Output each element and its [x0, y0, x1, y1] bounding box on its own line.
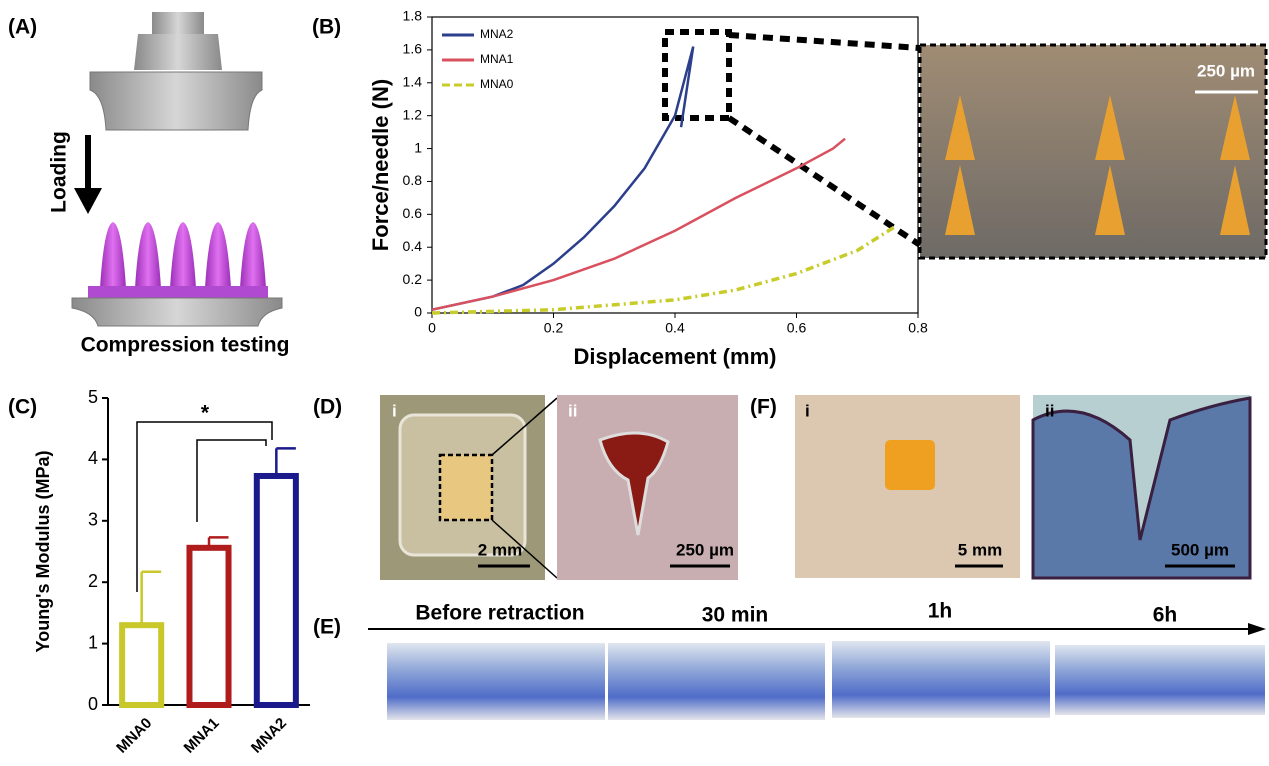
scale-bar: 2 mm [478, 540, 522, 559]
y-tick-label: 1 [414, 139, 422, 155]
bar [257, 476, 296, 705]
x-tick-label: 0.8 [908, 320, 928, 336]
panel-e: (E) Before retraction 30 min 1h 6h [313, 600, 1266, 720]
y-tick-label: 1.2 [403, 106, 423, 122]
panel-label: (D) [313, 396, 342, 419]
x-tick-label: 0 [428, 320, 436, 336]
arrow-head [74, 188, 102, 214]
significance: * [201, 402, 210, 425]
x-axis-label: Displacement (mm) [574, 344, 777, 369]
needle-base [88, 286, 268, 298]
zoom-image: 250 µm [920, 45, 1266, 258]
x-tick-label: MNA0 [113, 715, 155, 757]
time-label: 6h [1153, 604, 1178, 627]
arrow-head [1248, 623, 1266, 635]
sub-label: ii [568, 401, 577, 420]
x-tick-label: 0.2 [544, 320, 564, 336]
sub-label: i [392, 401, 397, 420]
time-label: 30 min [702, 604, 769, 627]
y-axis-label: Young's Modulus (MPa) [33, 451, 53, 653]
photo [608, 643, 825, 720]
legend-label: MNA1 [480, 52, 514, 66]
panel-f: (F) i 5 mm ii 500 µm [750, 395, 1250, 578]
base-plate [72, 298, 282, 326]
sub-label: ii [1045, 401, 1054, 420]
y-tick-label: 0.8 [403, 172, 423, 188]
x-tick-label: MNA2 [248, 715, 290, 757]
figure: (A) Loading Compression testing (B) 250 … [0, 0, 1269, 766]
y-tick-label: 1.6 [403, 41, 423, 57]
bar [189, 548, 228, 705]
zoom-box [665, 32, 729, 118]
press-body [134, 34, 222, 70]
y-tick-label: 3 [88, 510, 98, 530]
panel-d: (D) i 2 mm ii 250 µm [313, 395, 738, 580]
y-tick-label: 0 [88, 694, 98, 714]
scale-bar: 250 µm [676, 540, 734, 559]
legend-label: MNA2 [480, 27, 514, 41]
scale-bar: 5 mm [958, 540, 1002, 559]
panel-label: (F) [750, 396, 777, 419]
y-tick-label: 1.4 [403, 73, 423, 89]
y-tick-label: 1.8 [403, 8, 423, 24]
y-tick-label: 1 [88, 632, 98, 652]
y-tick-label: 2 [88, 571, 98, 591]
arrow-text: Loading [48, 131, 71, 213]
panel-label: (A) [8, 16, 37, 39]
panel-a: (A) Loading Compression testing [8, 12, 289, 357]
y-tick-label: 0.6 [403, 205, 423, 221]
y-tick-label: 5 [88, 387, 98, 407]
patch [885, 440, 935, 490]
press-plate [90, 72, 262, 130]
scale-bar: 500 µm [1171, 540, 1229, 559]
panel-label: (E) [313, 616, 341, 639]
sub-label: i [805, 401, 810, 420]
panel-label: (C) [8, 396, 37, 419]
y-tick-label: 0 [414, 304, 422, 320]
photo [1055, 645, 1265, 715]
x-tick-label: 0.6 [787, 320, 807, 336]
zoom-box [440, 455, 492, 520]
y-tick-label: 0.2 [403, 271, 423, 287]
photo [387, 643, 605, 720]
y-tick-label: 0.4 [403, 238, 423, 254]
series-line [432, 227, 894, 313]
zoom-line [729, 35, 920, 48]
photo [832, 641, 1050, 718]
panel-label: (B) [312, 16, 341, 39]
y-tick-label: 4 [88, 448, 98, 468]
series-line [432, 139, 845, 310]
time-label: Before retraction [415, 602, 584, 625]
caption: Compression testing [81, 334, 290, 357]
press-top [152, 12, 204, 34]
needles [100, 222, 266, 288]
time-label: 1h [928, 600, 953, 623]
y-axis-label: Force/needle (N) [368, 79, 393, 251]
x-tick-label: MNA1 [181, 715, 223, 757]
bar [122, 625, 161, 705]
x-tick-label: 0.4 [665, 320, 685, 336]
zoom-line [729, 118, 920, 245]
scale-bar: 250 µm [1197, 61, 1255, 80]
legend-label: MNA0 [480, 77, 514, 91]
